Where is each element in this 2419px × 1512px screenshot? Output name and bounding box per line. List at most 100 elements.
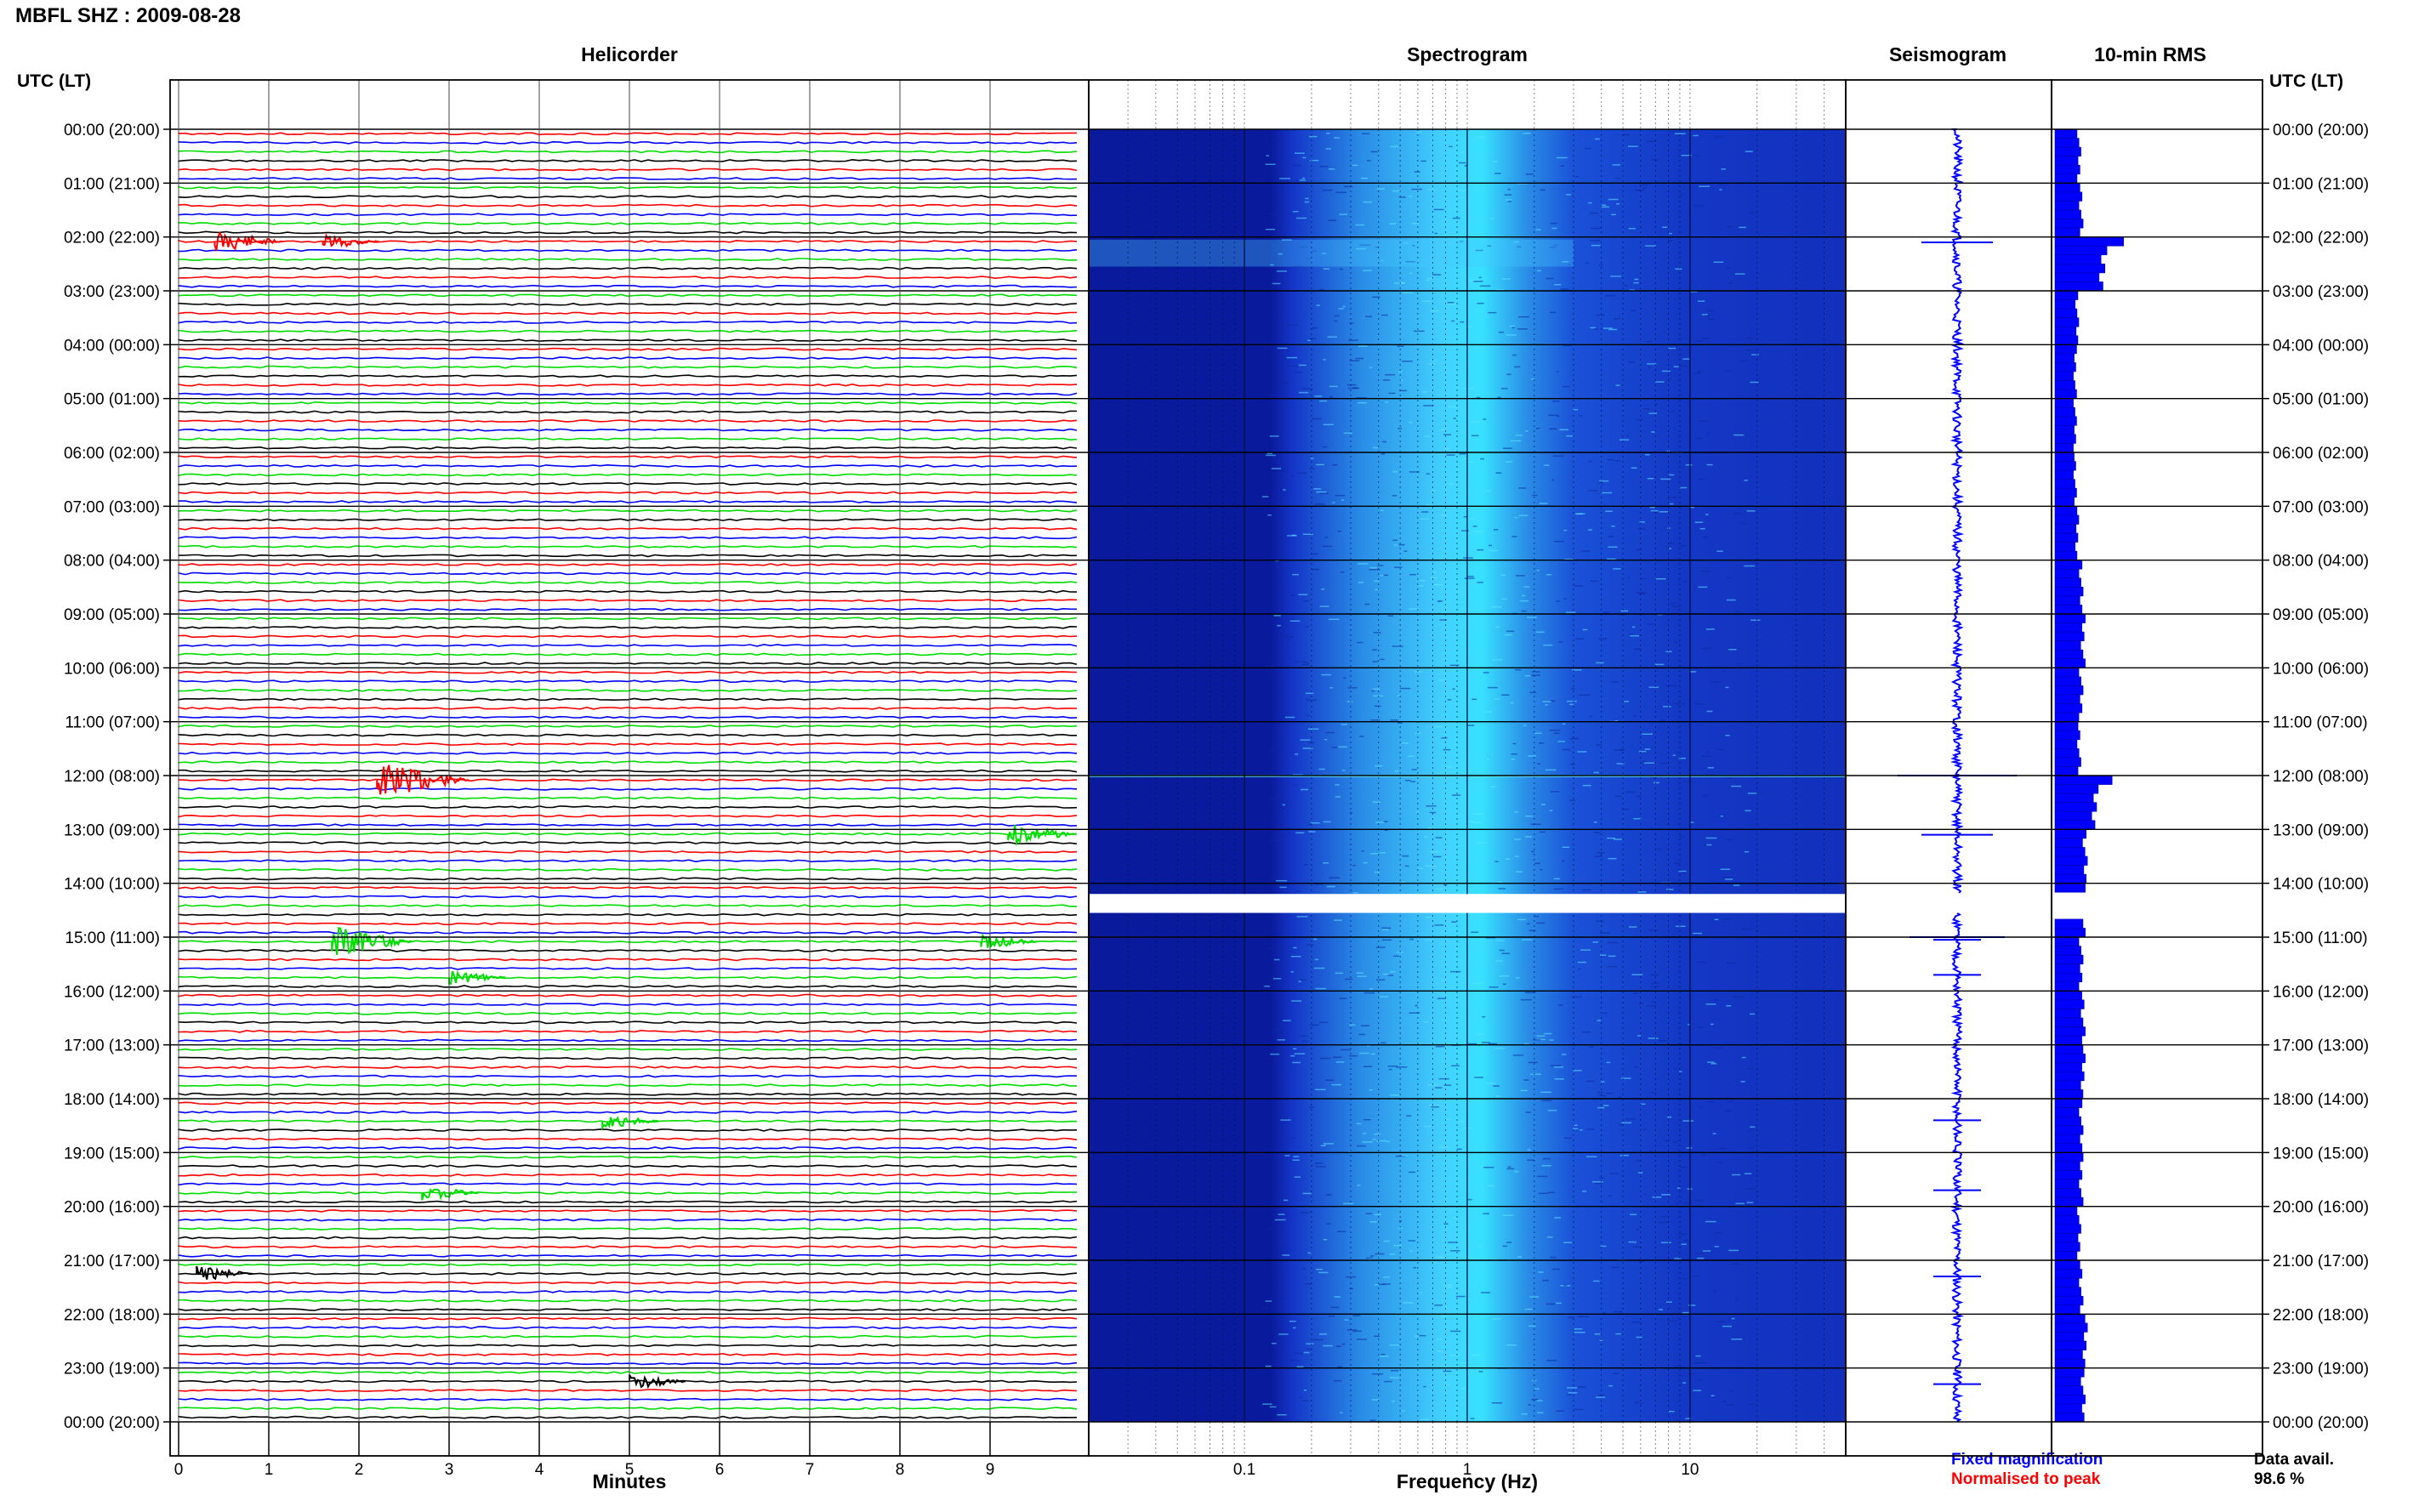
spectrogram-speckle bbox=[1315, 987, 1327, 990]
spectrogram-speckle bbox=[1631, 310, 1636, 311]
helicorder-trace bbox=[178, 1083, 1077, 1088]
spectrogram-speckle bbox=[1370, 151, 1378, 153]
spectrogram-speckle bbox=[1536, 1412, 1544, 1413]
spectrogram-speckle bbox=[1634, 190, 1640, 191]
spectrogram-speckle bbox=[1696, 1378, 1703, 1381]
spectrogram-speckle bbox=[1529, 1296, 1540, 1298]
spectrogram-speckle bbox=[1273, 615, 1281, 617]
helicorder-trace bbox=[178, 1048, 1078, 1051]
helicorder-event bbox=[601, 1116, 659, 1131]
rms-bar bbox=[2054, 560, 2083, 570]
helicorder-trace bbox=[178, 867, 1078, 872]
spectrogram-speckle bbox=[1295, 832, 1305, 834]
spectrogram-speckle bbox=[1573, 1408, 1584, 1411]
spectrogram-speckle bbox=[1347, 1329, 1357, 1331]
spectrogram-speckle bbox=[1535, 631, 1545, 634]
spectrogram-speckle bbox=[1588, 202, 1592, 204]
spectrogram-speckle bbox=[1688, 1373, 1696, 1375]
helicorder-trace bbox=[178, 912, 1078, 917]
spectrogram-speckle bbox=[1319, 492, 1329, 494]
spectrogram-speckle bbox=[1596, 314, 1605, 316]
spectrogram-speckle bbox=[1358, 1033, 1365, 1036]
spectrogram-speckle bbox=[1446, 304, 1458, 305]
helicorder-trace bbox=[178, 140, 1078, 145]
spectrogram-speckle bbox=[1289, 1054, 1295, 1057]
spectrogram-speckle bbox=[1541, 1165, 1551, 1167]
spectrogram-speckle bbox=[1298, 246, 1309, 248]
spectrogram-speckle bbox=[1380, 452, 1386, 455]
spectrogram-speckle bbox=[1302, 388, 1313, 389]
spectrogram-speckle bbox=[1291, 1000, 1302, 1002]
spectrogram-speckle bbox=[1603, 611, 1610, 613]
helicorder-trace bbox=[178, 321, 1078, 324]
spectrogram-speckle bbox=[1740, 522, 1747, 525]
spectrogram-speckle bbox=[1346, 1276, 1357, 1278]
spectrogram-speckle bbox=[1745, 810, 1751, 812]
spectrogram-speckle bbox=[1728, 1249, 1739, 1252]
spectrogram-speckle bbox=[1374, 580, 1380, 583]
spectrogram-speckle bbox=[1614, 795, 1622, 798]
spectrogram-speckle bbox=[1444, 447, 1449, 449]
spectrogram-speckle bbox=[1668, 1411, 1675, 1413]
spectrogram-speckle bbox=[1728, 1390, 1733, 1392]
spectrogram-speckle bbox=[1725, 777, 1733, 779]
spectrogram-speckle bbox=[1435, 837, 1443, 838]
spectrogram-speckle bbox=[1292, 1137, 1295, 1139]
spectrogram-speckle bbox=[1534, 862, 1540, 864]
spectrogram-speckle bbox=[1577, 961, 1587, 963]
spectrogram-speckle bbox=[1333, 1379, 1342, 1382]
spectrogram-speckle bbox=[1292, 211, 1299, 213]
spectrogram-speckle bbox=[1494, 173, 1501, 174]
spectrogram-speckle bbox=[1279, 1236, 1283, 1237]
spectrogram-speckle bbox=[1500, 574, 1506, 577]
spectrogram-speckle bbox=[1286, 356, 1298, 359]
spectrogram-speckle bbox=[1423, 1021, 1429, 1023]
spectrogram-speckle bbox=[1562, 344, 1573, 347]
spectrogram-speckle bbox=[1433, 571, 1437, 574]
spectrogram-speckle bbox=[1369, 1089, 1373, 1091]
spectrogram-speckle bbox=[1314, 958, 1318, 961]
spectrogram-speckle bbox=[1357, 401, 1367, 404]
spectrogram-speckle bbox=[1642, 733, 1653, 735]
spectrogram-speckle bbox=[1403, 242, 1409, 244]
helicorder-trace bbox=[178, 1227, 1078, 1231]
spectrogram-speckle bbox=[1266, 155, 1269, 156]
helicorder-trace bbox=[178, 473, 1078, 477]
spectrogram-speckle bbox=[1726, 1404, 1734, 1406]
spectrogram-speckle bbox=[1523, 586, 1530, 588]
helicorder-trace bbox=[178, 634, 1078, 639]
spectrogram-speckle bbox=[1694, 340, 1704, 342]
spectrogram-speckle bbox=[1406, 1115, 1412, 1117]
helicorder-trace bbox=[178, 1334, 1077, 1339]
time-label-right: 10:00 (06:00) bbox=[2273, 660, 2369, 678]
time-label-right: 02:00 (22:00) bbox=[2273, 230, 2369, 247]
spectrogram-speckle bbox=[1323, 1238, 1328, 1241]
spectrogram-speckle bbox=[1343, 185, 1353, 188]
spectrogram-speckle bbox=[1577, 751, 1587, 753]
spectrogram-speckle bbox=[1316, 304, 1321, 306]
spectrogram-speckle bbox=[1534, 732, 1542, 734]
spectrogram-speckle bbox=[1304, 201, 1310, 203]
spectrogram-speckle bbox=[1277, 624, 1281, 627]
spectrogram-speckle bbox=[1705, 837, 1717, 839]
spectrogram-speckle bbox=[1417, 213, 1420, 215]
spectrogram-speckle bbox=[1402, 1155, 1408, 1157]
spectrogram-speckle bbox=[1507, 1166, 1511, 1168]
spectrogram-speckle bbox=[1528, 755, 1537, 757]
spectrogram-speckle bbox=[1370, 1255, 1375, 1257]
spectrogram-speckle bbox=[1488, 686, 1498, 689]
spectrogram-speckle bbox=[1335, 1345, 1341, 1347]
spectrogram-speckle bbox=[1280, 835, 1286, 837]
spectrogram-speckle bbox=[1475, 249, 1483, 252]
spectrogram-speckle bbox=[1515, 435, 1523, 436]
spectrogram-speckle bbox=[1614, 318, 1621, 320]
spectrogram-speckle bbox=[1510, 325, 1516, 327]
helicorder-trace bbox=[178, 895, 1078, 899]
spectrogram-speckle bbox=[1620, 748, 1625, 751]
helicorder-trace bbox=[178, 1397, 1078, 1401]
spectrogram-speckle bbox=[1372, 296, 1380, 298]
spectrogram-speckle bbox=[1741, 1056, 1746, 1059]
spectrogram-speckle bbox=[1390, 719, 1398, 721]
spectrogram-speckle bbox=[1271, 139, 1276, 141]
rms-bar bbox=[2054, 344, 2077, 355]
